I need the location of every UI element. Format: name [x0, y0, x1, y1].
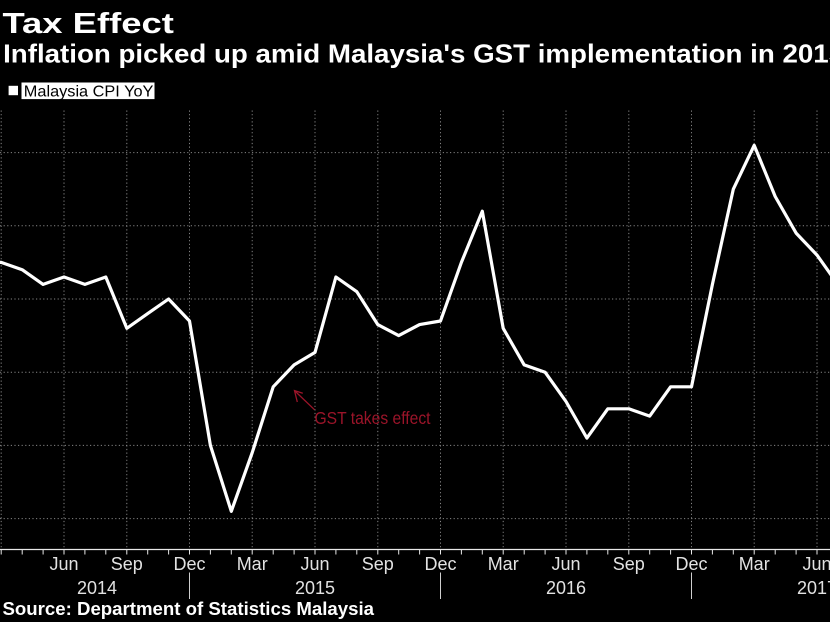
svg-text:Mar: Mar [488, 554, 519, 574]
svg-text:Jun: Jun [551, 554, 580, 574]
svg-text:Jun: Jun [802, 554, 830, 574]
svg-text:Malaysia CPI YoY: Malaysia CPI YoY [24, 83, 154, 100]
svg-text:2014: 2014 [77, 578, 117, 598]
svg-text:Dec: Dec [424, 554, 456, 574]
svg-text:Jun: Jun [300, 554, 329, 574]
svg-text:GST takes effect: GST takes effect [315, 408, 431, 428]
svg-text:2015: 2015 [295, 578, 335, 598]
svg-text:Sep: Sep [111, 554, 143, 574]
svg-text:Sep: Sep [362, 554, 394, 574]
svg-text:Tax Effect: Tax Effect [3, 8, 175, 40]
svg-text:Dec: Dec [173, 554, 205, 574]
svg-text:Inflation picked up amid Malay: Inflation picked up amid Malaysia's GST … [3, 39, 830, 69]
svg-text:Mar: Mar [237, 554, 268, 574]
svg-text:Sep: Sep [613, 554, 645, 574]
svg-text:Dec: Dec [675, 554, 707, 574]
svg-text:Source: Department of Statisti: Source: Department of Statistics Malaysi… [3, 599, 376, 619]
svg-text:2016: 2016 [546, 578, 586, 598]
svg-text:Mar: Mar [739, 554, 770, 574]
svg-text:2017: 2017 [797, 578, 830, 598]
svg-text:Jun: Jun [49, 554, 78, 574]
